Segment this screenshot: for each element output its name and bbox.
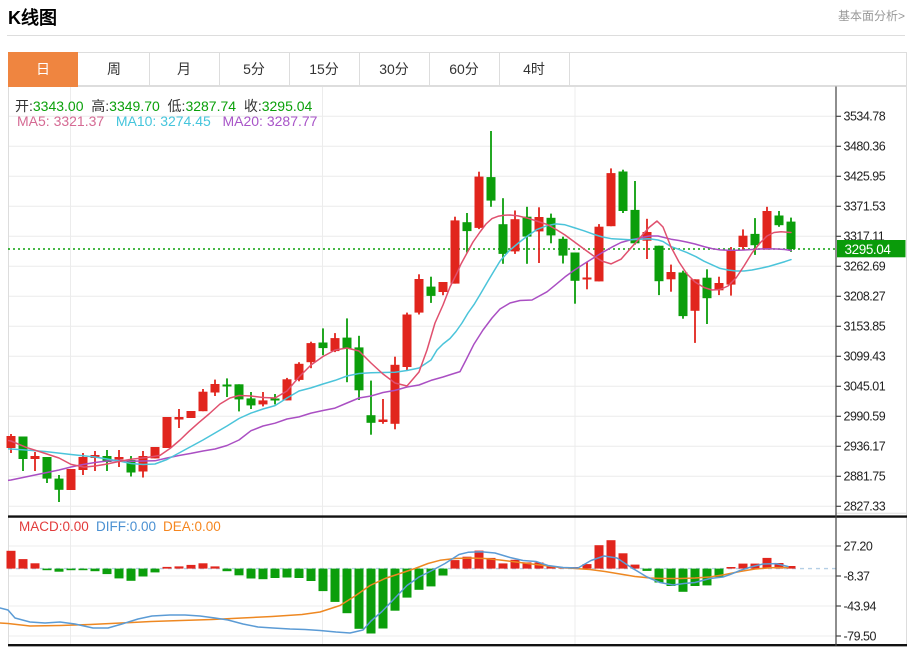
svg-text:3425.95: 3425.95 <box>844 170 886 184</box>
svg-text:2881.75: 2881.75 <box>844 470 886 484</box>
svg-text:DEA:0.00: DEA:0.00 <box>163 519 221 534</box>
svg-text:3534.78: 3534.78 <box>844 110 886 124</box>
svg-text:3099.43: 3099.43 <box>844 350 886 364</box>
svg-text:3153.85: 3153.85 <box>844 320 886 334</box>
svg-text:3045.01: 3045.01 <box>844 380 886 394</box>
svg-text:3295.04: 3295.04 <box>845 242 892 257</box>
svg-text:2936.17: 2936.17 <box>844 440 886 454</box>
svg-text:-8.37: -8.37 <box>844 569 871 583</box>
svg-text:3480.36: 3480.36 <box>844 140 886 154</box>
svg-text:2827.33: 2827.33 <box>844 500 886 514</box>
svg-text:27.20: 27.20 <box>844 539 873 553</box>
svg-text:-43.94: -43.94 <box>844 599 877 613</box>
svg-text:-79.50: -79.50 <box>844 629 877 643</box>
svg-text:DIFF:0.00: DIFF:0.00 <box>96 519 156 534</box>
svg-text:3371.53: 3371.53 <box>844 200 886 214</box>
svg-text:2990.59: 2990.59 <box>844 410 886 424</box>
svg-text:3262.69: 3262.69 <box>844 260 886 274</box>
svg-text:3208.27: 3208.27 <box>844 290 886 304</box>
svg-text:MACD:0.00: MACD:0.00 <box>19 519 89 534</box>
